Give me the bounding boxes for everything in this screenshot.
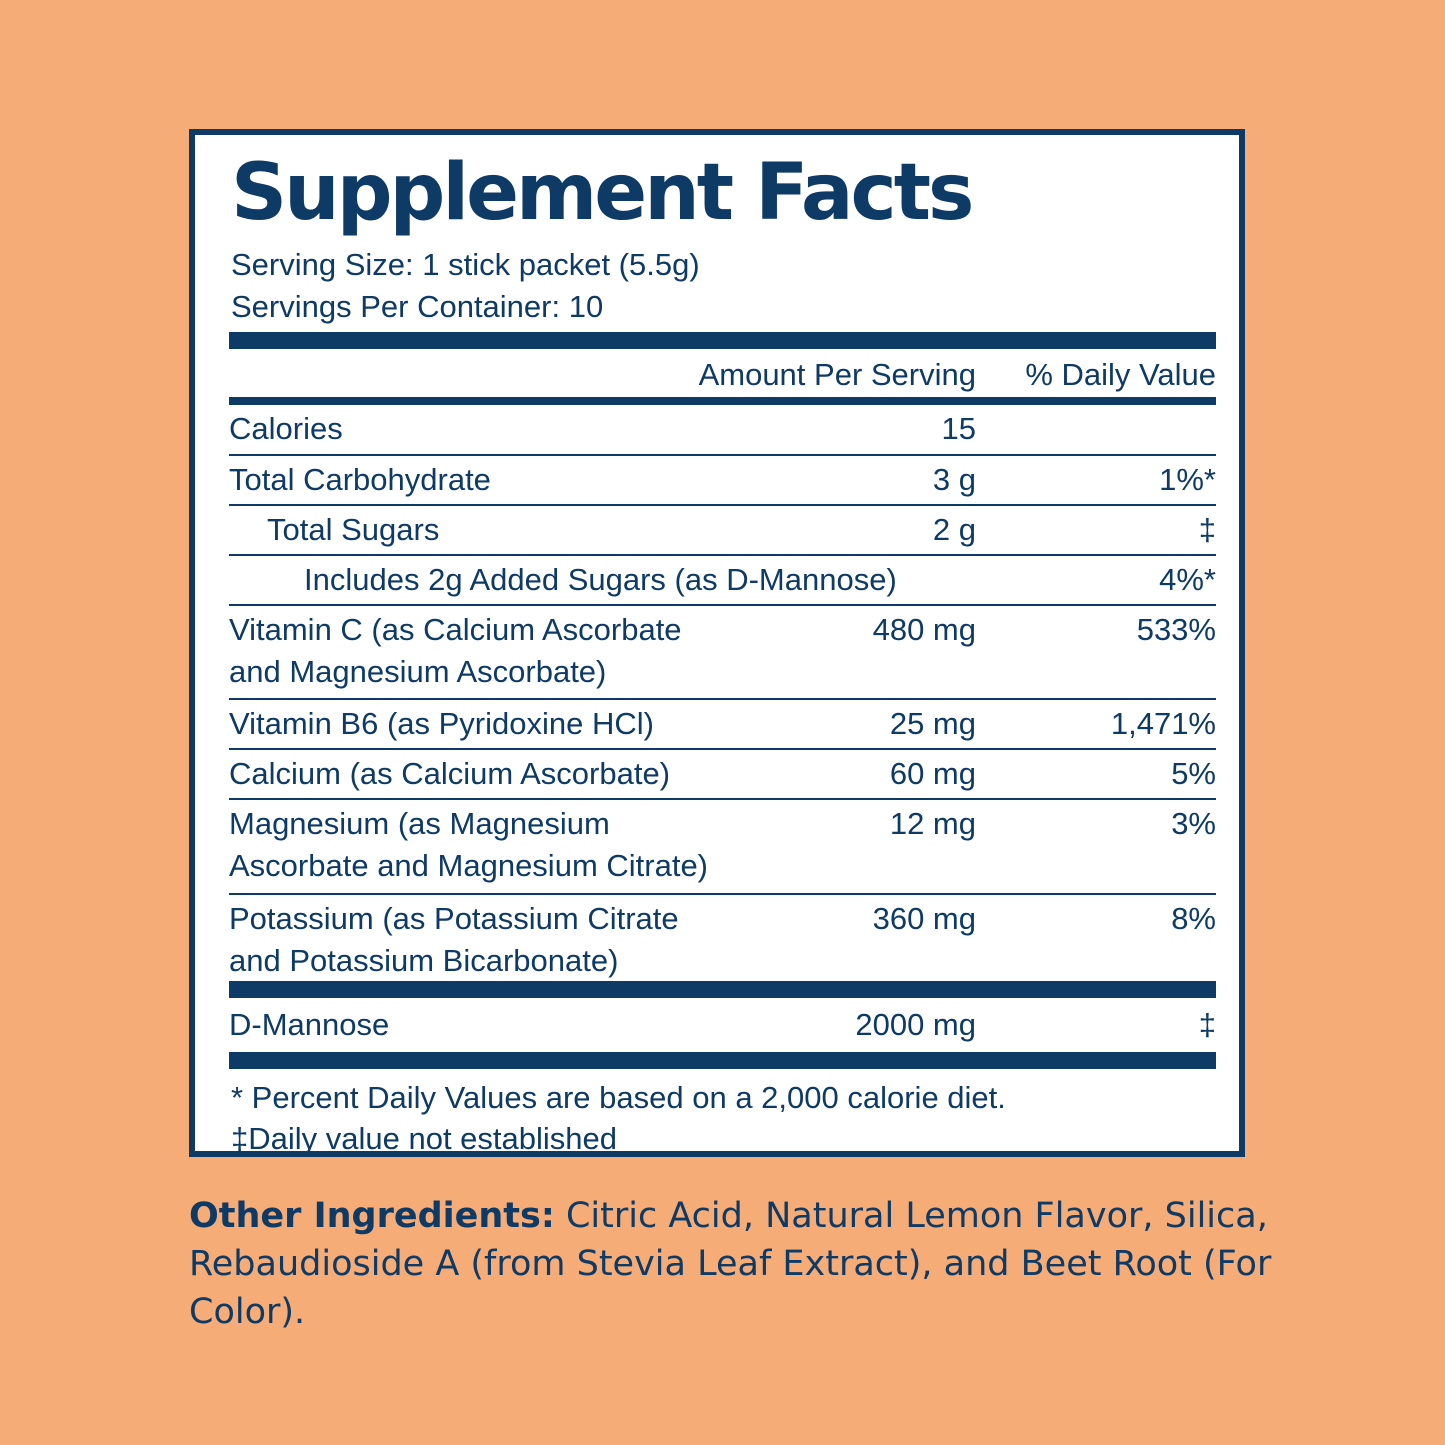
daily-value-header: % Daily Value xyxy=(1025,357,1216,392)
nutrient-amount: 480 mg xyxy=(872,612,976,647)
nutrient-row-magnesium: Magnesium (as Magnesium Ascorbate and Mag… xyxy=(229,800,1216,895)
nutrient-daily-value: 3% xyxy=(1171,806,1216,841)
nutrient-row-potassium: Potassium (as Potassium Citrate and Potas… xyxy=(229,895,1216,987)
nutrient-name: Total Sugars xyxy=(267,512,440,547)
footnote-dagger: ‡Daily value not established xyxy=(231,1121,618,1156)
nutrient-daily-value: 1,471% xyxy=(1110,706,1216,741)
nutrient-row-total-carbohydrate: Total Carbohydrate 3 g 1%* xyxy=(229,456,1216,506)
thick-divider-top xyxy=(229,332,1216,349)
nutrient-daily-value: 1%* xyxy=(1159,462,1216,497)
nutrient-name: Calories xyxy=(229,411,343,446)
d-mannose-section: D-Mannose 2000 mg ‡ xyxy=(229,1001,1216,1051)
nutrient-row-added-sugars: Includes 2g Added Sugars (as D-Mannose) … xyxy=(229,556,1216,606)
nutrient-amount: 60 mg xyxy=(889,756,976,791)
nutrient-row-vitamin-c: Vitamin C (as Calcium Ascorbate and Magne… xyxy=(229,606,1216,700)
other-ingredients-text: Citric Acid, Natural Lemon Flavor, Silic… xyxy=(189,1196,1272,1332)
nutrient-amount: 15 xyxy=(941,411,976,446)
nutrient-name-line1: Vitamin C (as Calcium Ascorbate xyxy=(229,612,682,647)
nutrient-daily-value: ‡ xyxy=(1198,512,1216,547)
amount-per-serving-header: Amount Per Serving xyxy=(698,357,976,392)
nutrient-name: Magnesium (as Magnesium Ascorbate and Mag… xyxy=(229,803,708,887)
nutrient-row-calcium: Calcium (as Calcium Ascorbate) 60 mg 5% xyxy=(229,750,1216,800)
nutrient-amount: 2000 mg xyxy=(855,1007,976,1042)
nutrient-daily-value: ‡ xyxy=(1198,1007,1216,1042)
nutrient-name-line1: Magnesium (as Magnesium xyxy=(229,806,610,841)
nutrient-name: Total Carbohydrate xyxy=(229,462,491,497)
thick-divider-middle xyxy=(229,981,1216,998)
nutrient-name: Vitamin C (as Calcium Ascorbate and Magne… xyxy=(229,609,682,693)
nutrient-name-line2: and Magnesium Ascorbate) xyxy=(229,654,607,689)
nutrient-amount: 3 g xyxy=(932,462,976,497)
serving-size: Serving Size: 1 stick packet (5.5g) xyxy=(231,247,700,282)
servings-per-container: Servings Per Container: 10 xyxy=(231,289,604,324)
nutrient-amount: 360 mg xyxy=(872,901,976,936)
column-header: Amount Per Serving % Daily Value xyxy=(229,349,1216,399)
nutrient-row-calories: Calories 15 xyxy=(229,405,1216,456)
other-ingredients: Other Ingredients: Citric Acid, Natural … xyxy=(189,1192,1289,1336)
nutrient-amount: 25 mg xyxy=(889,706,976,741)
nutrient-row-d-mannose: D-Mannose 2000 mg ‡ xyxy=(229,1001,1216,1051)
supplement-facts-panel: Supplement Facts Serving Size: 1 stick p… xyxy=(189,129,1245,1157)
nutrient-daily-value: 4%* xyxy=(1159,562,1216,597)
nutrient-name: Calcium (as Calcium Ascorbate) xyxy=(229,756,671,791)
nutrient-table: Calories 15 Total Carbohydrate 3 g 1%* T… xyxy=(229,405,1216,987)
other-ingredients-label: Other Ingredients: xyxy=(189,1196,555,1236)
nutrient-name-line1: Potassium (as Potassium Citrate xyxy=(229,901,679,936)
nutrient-row-vitamin-b6: Vitamin B6 (as Pyridoxine HCl) 25 mg 1,4… xyxy=(229,700,1216,750)
panel-title: Supplement Facts xyxy=(231,148,974,238)
nutrient-row-total-sugars: Total Sugars 2 g ‡ xyxy=(229,506,1216,556)
nutrient-daily-value: 5% xyxy=(1171,756,1216,791)
footnote-percent: * Percent Daily Values are based on a 2,… xyxy=(231,1080,1006,1115)
nutrient-name: Vitamin B6 (as Pyridoxine HCl) xyxy=(229,706,654,741)
nutrient-name-line2: and Potassium Bicarbonate) xyxy=(229,943,619,978)
medium-divider xyxy=(229,397,1216,405)
nutrient-name-line2: Ascorbate and Magnesium Citrate) xyxy=(229,848,709,883)
nutrient-name: Includes 2g Added Sugars (as D-Mannose) xyxy=(304,562,897,597)
nutrient-amount: 12 mg xyxy=(889,806,976,841)
nutrient-name: Potassium (as Potassium Citrate and Potas… xyxy=(229,898,679,982)
nutrient-daily-value: 8% xyxy=(1171,901,1216,936)
nutrient-daily-value: 533% xyxy=(1136,612,1216,647)
nutrient-amount: 2 g xyxy=(932,512,976,547)
nutrient-name: D-Mannose xyxy=(229,1007,390,1042)
thick-divider-bottom xyxy=(229,1052,1216,1069)
